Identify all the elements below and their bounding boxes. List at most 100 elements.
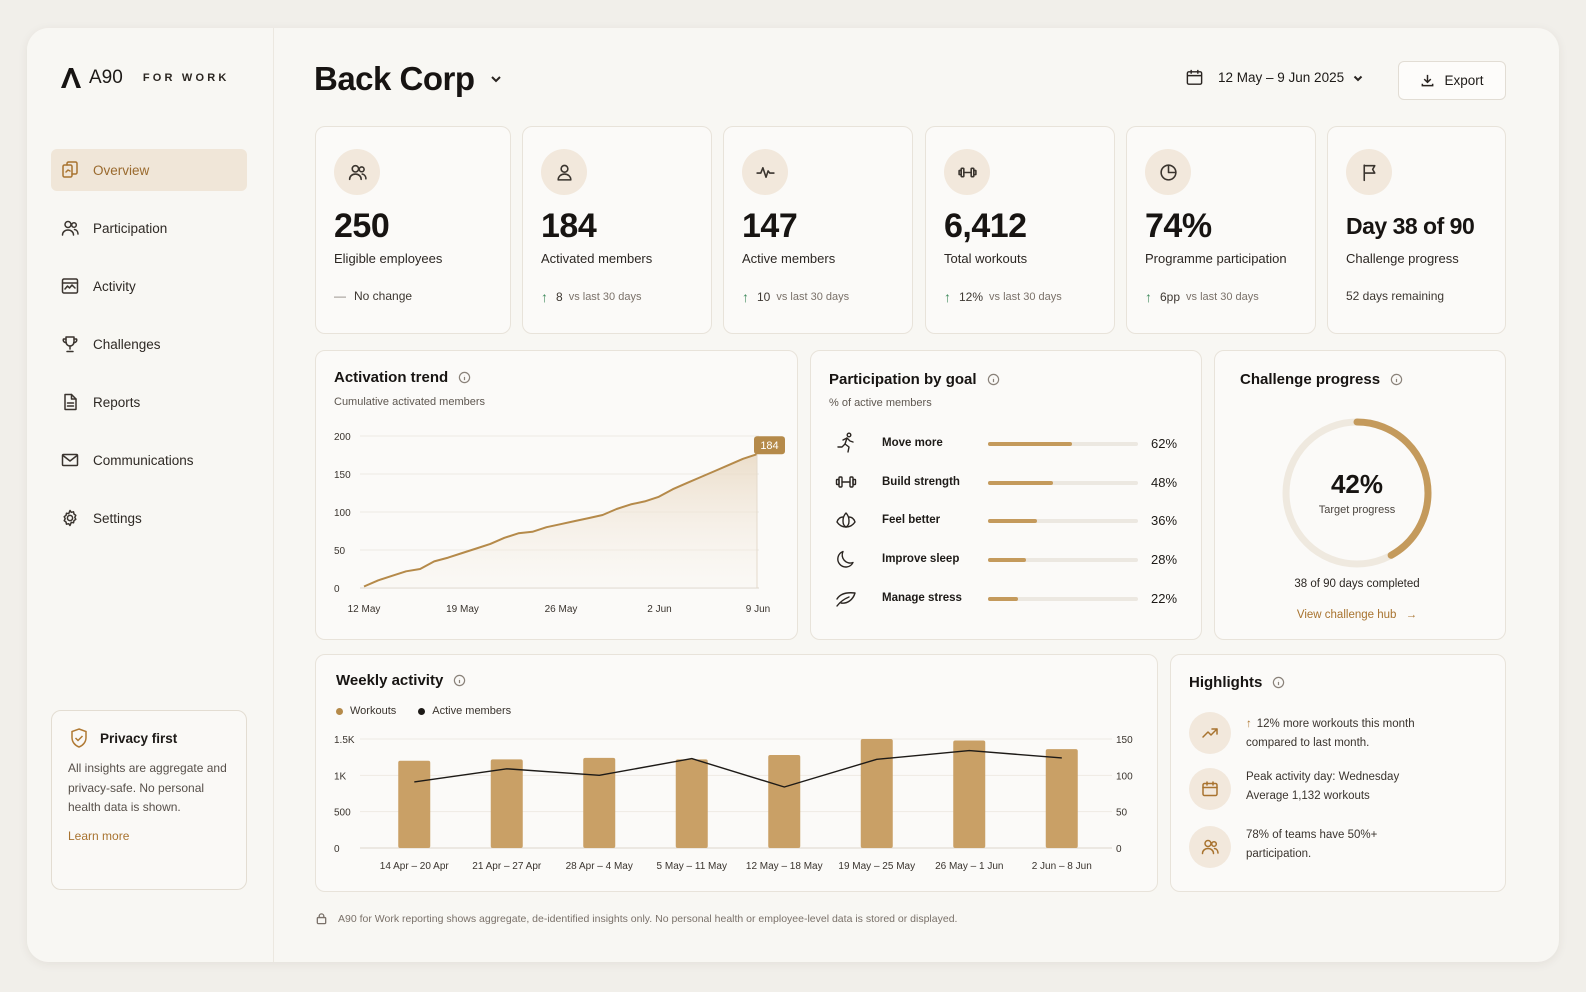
- goal-row-move-more: Move more 62%: [833, 431, 1193, 455]
- sidebar-item-challenges[interactable]: Challenges: [51, 323, 247, 365]
- kpi-label: Programme participation: [1145, 251, 1287, 266]
- y-tick-label-left: 500: [334, 808, 351, 819]
- dumbbell-icon: [835, 476, 857, 488]
- kpi-label: Eligible employees: [334, 251, 443, 266]
- app-window: A90 FOR WORK Overview Participation Acti…: [27, 28, 1559, 962]
- kpi-card-participation: 74% Programme participation ↑ 6pp vs last …: [1126, 126, 1316, 334]
- arrow-up-icon: ↑: [742, 289, 749, 305]
- kpi-delta-value: 6pp: [1160, 290, 1181, 304]
- goal-value: 36%: [1151, 512, 1178, 528]
- kpi-value: Day 38 of 90: [1346, 213, 1475, 239]
- bar-workouts: [398, 760, 431, 848]
- kpi-delta: ↑ 6pp vs last 30 days: [1145, 289, 1259, 305]
- goal-label: Move more: [882, 437, 943, 449]
- y-tick-label: 0: [334, 584, 340, 595]
- info-icon[interactable]: [1272, 676, 1285, 689]
- sidebar-item-participation[interactable]: Participation: [51, 207, 247, 249]
- highlight-item: ↑ 12% more workouts this month compared t…: [1189, 712, 1436, 754]
- running-icon: [837, 432, 854, 453]
- goal-bar-fill: [988, 558, 1026, 562]
- goal-row-feel-better: Feel better 36%: [833, 508, 1193, 532]
- users-icon: [61, 220, 79, 236]
- sidebar-item-overview[interactable]: Overview: [51, 149, 247, 191]
- sidebar-item-communications[interactable]: Communications: [51, 439, 247, 481]
- bar-workouts: [860, 739, 893, 848]
- info-icon[interactable]: [458, 371, 471, 384]
- learn-more-link[interactable]: Learn more: [68, 828, 130, 843]
- view-challenge-hub-link[interactable]: View challenge hub →: [1215, 609, 1499, 621]
- bar-workouts: [490, 759, 523, 848]
- kpi-label: Total workouts: [944, 251, 1028, 266]
- export-button[interactable]: Export: [1398, 61, 1506, 100]
- card-title: Challenge progress: [1240, 371, 1381, 388]
- info-icon[interactable]: [987, 373, 1000, 386]
- leaf-icon: [836, 592, 856, 607]
- sidebar-item-settings[interactable]: Settings: [51, 497, 247, 539]
- sidebar-item-label: Overview: [93, 162, 150, 178]
- end-value-label: 184: [760, 440, 778, 452]
- goal-label: Feel better: [882, 514, 941, 526]
- kpi-delta-text: 52 days remaining: [1346, 289, 1445, 303]
- sidebar-nav: Overview Participation Activity Challeng…: [51, 149, 247, 555]
- info-icon[interactable]: [1390, 373, 1403, 386]
- arrow-up-icon: ↑: [944, 289, 951, 305]
- export-label: Export: [1444, 73, 1484, 88]
- lotus-icon: [836, 512, 856, 528]
- trophy-icon: [62, 336, 78, 353]
- y-tick-label-left: 0: [334, 844, 340, 855]
- x-tick-label: 5 May – 11 May: [657, 861, 727, 872]
- kpi-delta: ↑ 8 vs last 30 days: [541, 289, 641, 305]
- pulse-icon: [755, 166, 775, 178]
- sidebar-item-activity[interactable]: Activity: [51, 265, 247, 307]
- dumbbell-icon: [957, 167, 977, 177]
- kpi-card-activated: 184 Activated members ↑ 8 vs last 30 days: [522, 126, 712, 334]
- company-switcher[interactable]: Back Corp: [314, 60, 503, 98]
- x-tick-label: 2 Jun: [647, 604, 671, 615]
- x-tick-label: 12 May: [348, 604, 381, 615]
- highlight-text: 78% of teams have 50%+ participation.: [1246, 829, 1378, 860]
- challenge-progress-card: Challenge progress 42% Target progress 3…: [1214, 350, 1506, 640]
- arrow-up-icon: ↑: [541, 289, 548, 305]
- goal-bar-track: [988, 597, 1138, 601]
- user-icon: [556, 164, 572, 181]
- kpi-delta-value: 10: [757, 290, 771, 304]
- highlights-card: Highlights ↑ 12% more workouts this month…: [1170, 654, 1506, 892]
- sidebar-item-label: Activity: [93, 278, 136, 294]
- card-title: Activation trend: [334, 369, 449, 386]
- kpi-card-challenge: Day 38 of 90 Challenge progress 52 days …: [1327, 126, 1506, 334]
- date-range-picker[interactable]: 12 May – 9 Jun 2025: [1185, 68, 1364, 87]
- x-tick-label: 19 May: [446, 604, 479, 615]
- goal-bar-fill: [988, 481, 1053, 485]
- privacy-card: Privacy first All insights are aggregate…: [51, 710, 247, 890]
- y-tick-label-left: 1K: [334, 771, 347, 782]
- lock-icon: [316, 913, 327, 925]
- x-tick-label: 26 May: [545, 604, 578, 615]
- kpi-delta-text: No change: [354, 289, 413, 303]
- kpi-delta: — No change: [334, 289, 418, 303]
- brand-logo[interactable]: A90 FOR WORK: [59, 66, 230, 90]
- goal-bar-track: [988, 519, 1138, 523]
- bar-workouts: [768, 754, 801, 848]
- sidebar-item-label: Communications: [93, 452, 194, 468]
- goal-value: 28%: [1151, 551, 1178, 567]
- info-icon[interactable]: [453, 674, 466, 687]
- page-title: Back Corp: [314, 60, 475, 97]
- flag-icon: [1362, 163, 1376, 181]
- y-tick-label: 100: [334, 508, 351, 519]
- privacy-text: All insights are aggregate and privacy-s…: [68, 761, 227, 814]
- chevron-down-icon: [1353, 75, 1363, 81]
- kpi-card-active: 147 Active members ↑ 10 vs last 30 days: [723, 126, 913, 334]
- area-fill: [364, 454, 757, 588]
- mail-icon: [61, 453, 79, 467]
- kpi-delta: ↑ 10 vs last 30 days: [742, 289, 849, 305]
- kpi-label: Activated members: [541, 251, 653, 266]
- challenge-percent-label: Target progress: [1318, 504, 1396, 516]
- y-tick-label: 150: [334, 470, 351, 481]
- dash-icon: —: [334, 289, 346, 303]
- pie-chart-icon: [1159, 163, 1177, 181]
- weekly-activity-card: Weekly activity Workouts Active members …: [315, 654, 1158, 892]
- kpi-delta-value: 12%: [959, 290, 984, 304]
- brand-subtitle: FOR WORK: [142, 72, 230, 84]
- sidebar-item-reports[interactable]: Reports: [51, 381, 247, 423]
- goal-bar-track: [988, 481, 1138, 485]
